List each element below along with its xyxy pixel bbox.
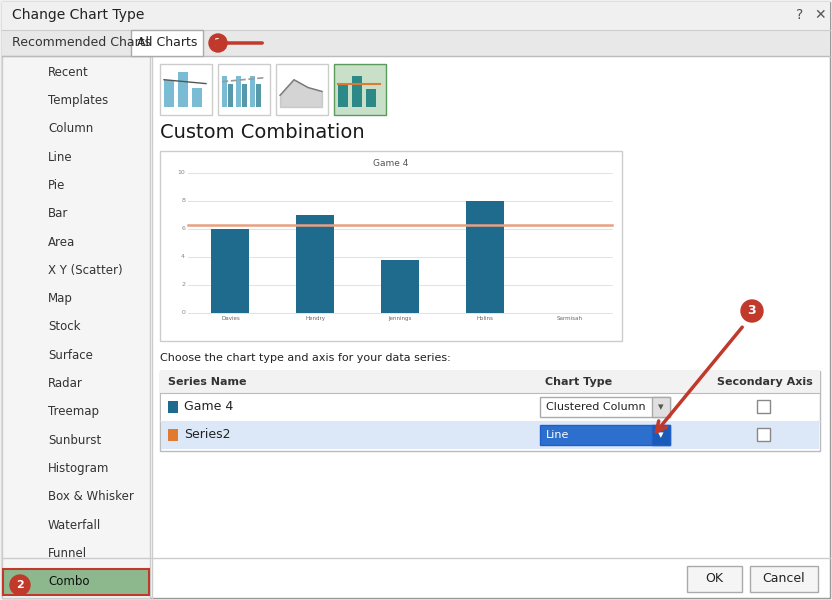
Bar (2, 56, 150, 598)
Text: Series Name: Series Name (168, 377, 246, 387)
Circle shape (10, 575, 30, 595)
Bar (236, 76, 241, 107)
Bar (652, 397, 670, 417)
Bar (168, 401, 178, 413)
Text: Map: Map (48, 292, 73, 305)
Bar (750, 566, 818, 592)
Text: OK: OK (705, 572, 723, 586)
Text: Recent: Recent (48, 65, 89, 79)
Text: ?: ? (796, 8, 804, 22)
Bar (218, 64, 270, 115)
Bar (381, 260, 419, 313)
Text: Game 4: Game 4 (374, 159, 409, 168)
Text: Templates: Templates (48, 94, 108, 107)
Text: Sarmisah: Sarmisah (557, 316, 582, 321)
Text: Bar: Bar (48, 207, 68, 220)
Text: 4: 4 (181, 254, 185, 259)
Circle shape (741, 300, 763, 322)
Bar (228, 83, 233, 107)
Text: Funnel: Funnel (48, 547, 87, 560)
Bar (366, 89, 376, 107)
Text: ▾: ▾ (658, 430, 664, 440)
Bar (178, 72, 188, 107)
Text: X Y (Scatter): X Y (Scatter) (48, 264, 122, 277)
Text: 10: 10 (177, 170, 185, 175)
Text: Pie: Pie (48, 179, 66, 192)
Bar (334, 64, 386, 115)
Text: Line: Line (48, 151, 72, 164)
Bar (652, 425, 670, 445)
Text: Davies: Davies (221, 316, 240, 321)
Bar (164, 80, 174, 107)
Text: Sunburst: Sunburst (48, 434, 102, 447)
Text: Histogram: Histogram (48, 462, 109, 475)
Text: Surface: Surface (48, 349, 93, 362)
Text: Column: Column (48, 122, 93, 135)
Bar (160, 64, 212, 115)
Bar (160, 151, 622, 341)
Bar (192, 88, 202, 107)
Bar (242, 83, 247, 107)
Text: ✕: ✕ (815, 8, 826, 22)
Text: Series2: Series2 (184, 428, 230, 442)
Text: Jennings: Jennings (389, 316, 412, 321)
Bar (338, 83, 348, 107)
Text: Recommended Charts: Recommended Charts (12, 37, 151, 49)
Text: Hendry: Hendry (305, 316, 325, 321)
Bar (687, 566, 742, 592)
Bar (352, 76, 362, 107)
Bar (222, 76, 227, 107)
Bar (131, 30, 203, 56)
Text: Box & Whisker: Box & Whisker (48, 490, 134, 503)
Text: 1: 1 (214, 38, 222, 48)
Text: ▾: ▾ (658, 402, 664, 412)
Text: Area: Area (48, 236, 75, 248)
Bar (757, 428, 770, 441)
Bar (160, 371, 820, 451)
Text: Line: Line (546, 430, 569, 440)
Text: 0: 0 (181, 311, 185, 316)
Text: Cancel: Cancel (763, 572, 805, 586)
Bar (2, 2, 830, 30)
Bar (161, 393, 819, 421)
Bar (2, 30, 830, 56)
Bar (296, 215, 334, 313)
Bar (211, 229, 250, 313)
Text: Custom Combination: Custom Combination (160, 123, 364, 142)
Text: 6: 6 (181, 226, 185, 232)
Text: Stock: Stock (48, 320, 81, 334)
Text: 2: 2 (181, 283, 185, 287)
Bar (540, 425, 670, 445)
Text: Treemap: Treemap (48, 406, 99, 418)
Text: 2: 2 (16, 580, 24, 590)
Bar (250, 76, 255, 107)
Text: Combo: Combo (48, 575, 90, 589)
Text: 3: 3 (748, 304, 756, 317)
Bar (757, 400, 770, 413)
Bar (168, 429, 178, 441)
Text: Waterfall: Waterfall (48, 519, 102, 532)
Bar (466, 201, 504, 313)
Text: All Charts: All Charts (136, 37, 197, 49)
Text: Game 4: Game 4 (184, 401, 233, 413)
Text: Chart Type: Chart Type (545, 377, 612, 387)
Bar (256, 83, 261, 107)
Bar (540, 397, 670, 417)
Text: Clustered Column: Clustered Column (546, 402, 646, 412)
Text: Holins: Holins (477, 316, 493, 321)
Bar (161, 421, 819, 449)
Text: Choose the chart type and axis for your data series:: Choose the chart type and axis for your … (160, 353, 451, 363)
Text: Secondary Axis: Secondary Axis (717, 377, 813, 387)
Text: Radar: Radar (48, 377, 83, 390)
Circle shape (209, 34, 227, 52)
Bar (160, 371, 820, 393)
Bar (276, 64, 328, 115)
Text: 8: 8 (181, 199, 185, 203)
Bar (3, 569, 149, 595)
Text: Change Chart Type: Change Chart Type (12, 8, 145, 22)
